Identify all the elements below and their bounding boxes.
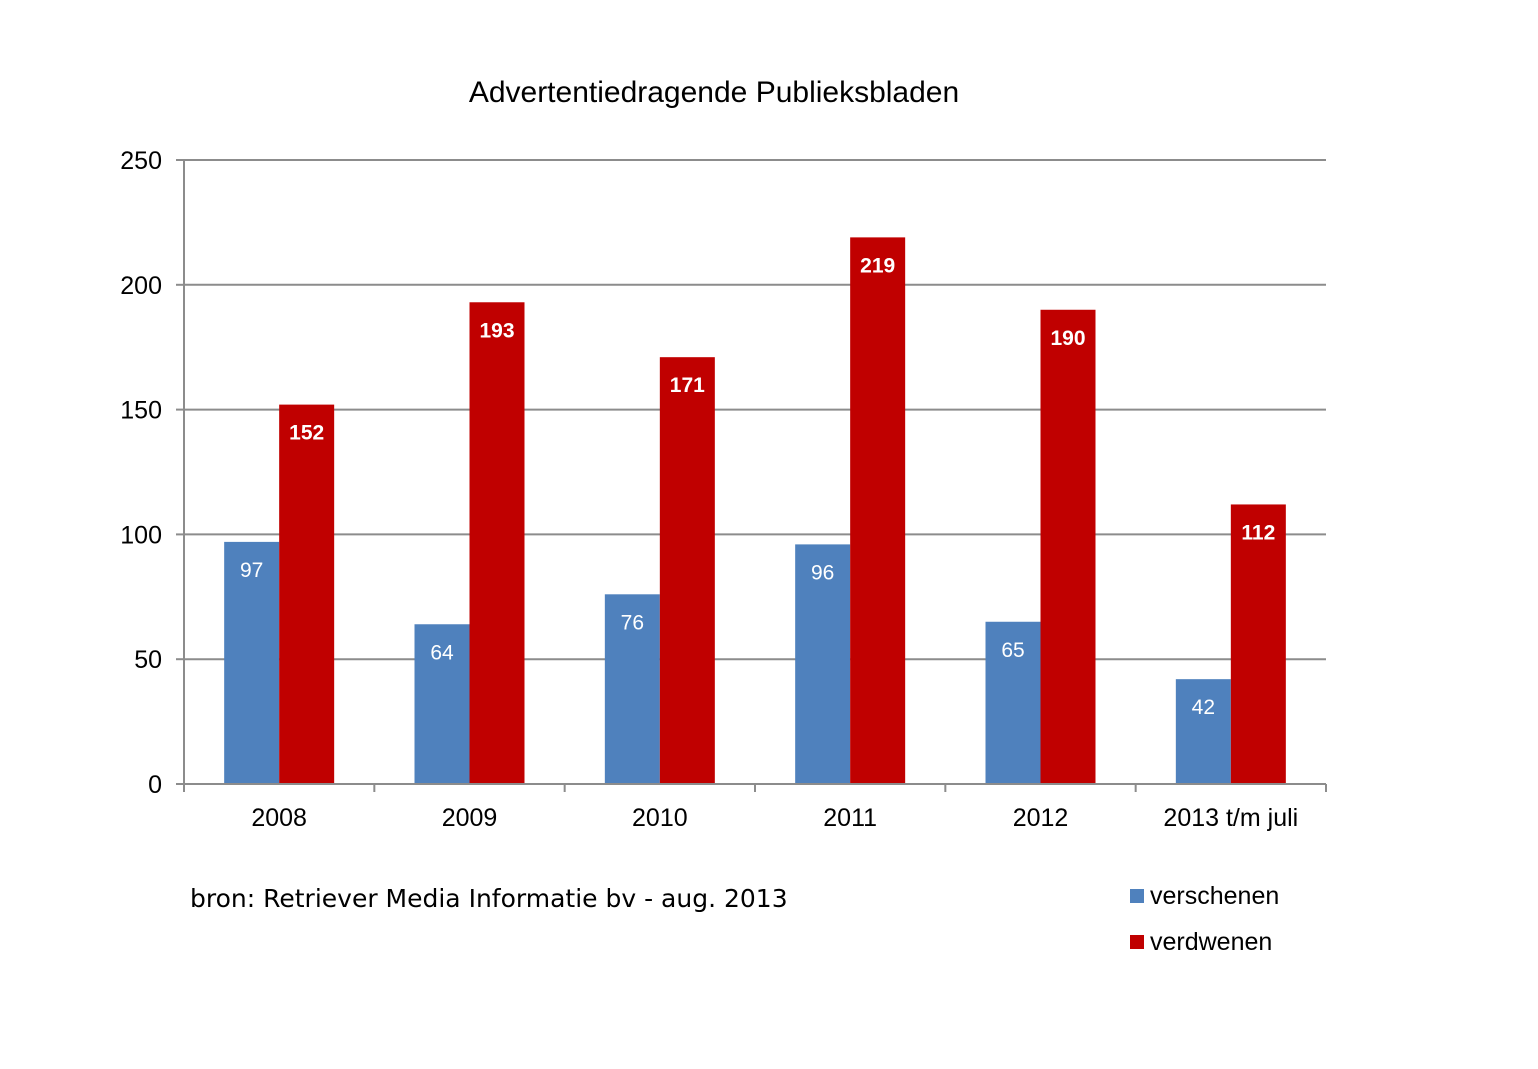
y-tick-label: 100 [120,521,162,549]
legend-swatch-verdwenen [1130,935,1144,949]
data-label: 171 [670,374,705,397]
bar-verdwenen [469,302,525,784]
bar-verdwenen [279,404,335,784]
bar-verschenen [414,624,470,784]
data-label: 96 [811,561,834,584]
bar-verschenen [985,621,1041,784]
data-label: 219 [860,254,895,277]
bar-verdwenen [1040,309,1096,784]
bars: 97 152 64 193 76 171 96 219 65 190 42 112 [224,237,1286,785]
bar-verschenen [224,541,280,784]
data-label: 112 [1241,521,1275,544]
x-tick-label: 2013 t/m juli [1163,804,1298,832]
legend-swatch-verschenen [1130,889,1144,903]
axes: 0 50 100 150 200 250 2008 2009 2010 2011 2012 2013 … [120,147,1327,832]
y-tick-label: 250 [120,147,162,175]
data-label: 97 [240,559,263,582]
data-label: 190 [1050,327,1085,350]
legend: verschenen verdwenen [1130,873,1279,965]
x-tick-label: 2008 [251,804,307,832]
data-label: 193 [479,319,514,342]
data-label: 64 [430,641,454,664]
chart-title: Advertentiedragende Publieksbladen [469,76,959,109]
legend-label-verschenen: verschenen [1150,881,1280,910]
legend-label-verdwenen: verdwenen [1150,927,1273,956]
bar-verdwenen [659,357,715,784]
bar-verdwenen [850,237,906,785]
y-tick-label: 0 [148,771,162,799]
source-note: bron: Retriever Media Informatie bv - au… [190,884,788,913]
data-label: 65 [1001,639,1024,662]
bar-verschenen [1175,679,1231,784]
bar-verschenen [795,544,851,784]
y-tick-label: 200 [120,272,162,300]
gridlines [184,159,1326,661]
data-label: 42 [1192,696,1215,719]
x-tick-label: 2012 [1013,804,1069,832]
data-label: 152 [289,422,324,445]
bar-verdwenen [1230,504,1286,784]
x-tick-label: 2011 [823,804,877,832]
data-label: 76 [621,611,644,634]
y-tick-label: 50 [134,646,162,674]
legend-item-verdwenen: verdwenen [1130,919,1279,965]
bar-verschenen [604,594,660,784]
y-tick-label: 150 [120,397,162,425]
x-tick-label: 2010 [632,804,688,832]
x-tick-label: 2009 [442,804,498,832]
legend-item-verschenen: verschenen [1130,873,1279,919]
